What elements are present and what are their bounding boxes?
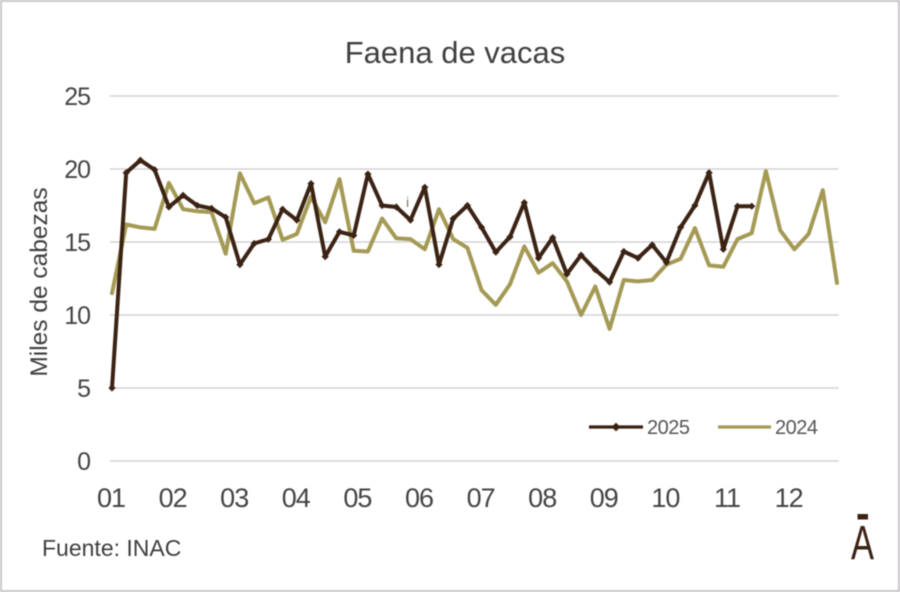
svg-text:i: i [406,194,409,210]
svg-text:07: 07 [467,483,495,513]
svg-text:10: 10 [651,483,679,513]
svg-text:02: 02 [159,483,187,513]
svg-text:01: 01 [97,483,125,513]
svg-text:20: 20 [64,156,90,184]
svg-text:25: 25 [64,83,90,111]
svg-text:09: 09 [590,483,618,513]
svg-text:Faena de vacas: Faena de vacas [345,35,566,70]
svg-text:2025: 2025 [647,417,690,439]
svg-text:03: 03 [220,483,248,513]
svg-text:A: A [851,517,874,570]
svg-text:Miles de cabezas: Miles de cabezas [26,187,53,376]
svg-text:05: 05 [343,483,371,513]
svg-text:5: 5 [77,375,90,403]
svg-text:0: 0 [77,448,90,476]
svg-text:12: 12 [775,483,803,513]
svg-text:Fuente: INAC: Fuente: INAC [42,535,181,561]
svg-text:10: 10 [64,302,90,330]
svg-text:15: 15 [64,229,90,257]
svg-text:08: 08 [528,483,556,513]
svg-text:06: 06 [405,483,433,513]
svg-text:04: 04 [282,483,311,513]
svg-text:2024: 2024 [775,417,818,439]
svg-text:11: 11 [714,483,740,513]
